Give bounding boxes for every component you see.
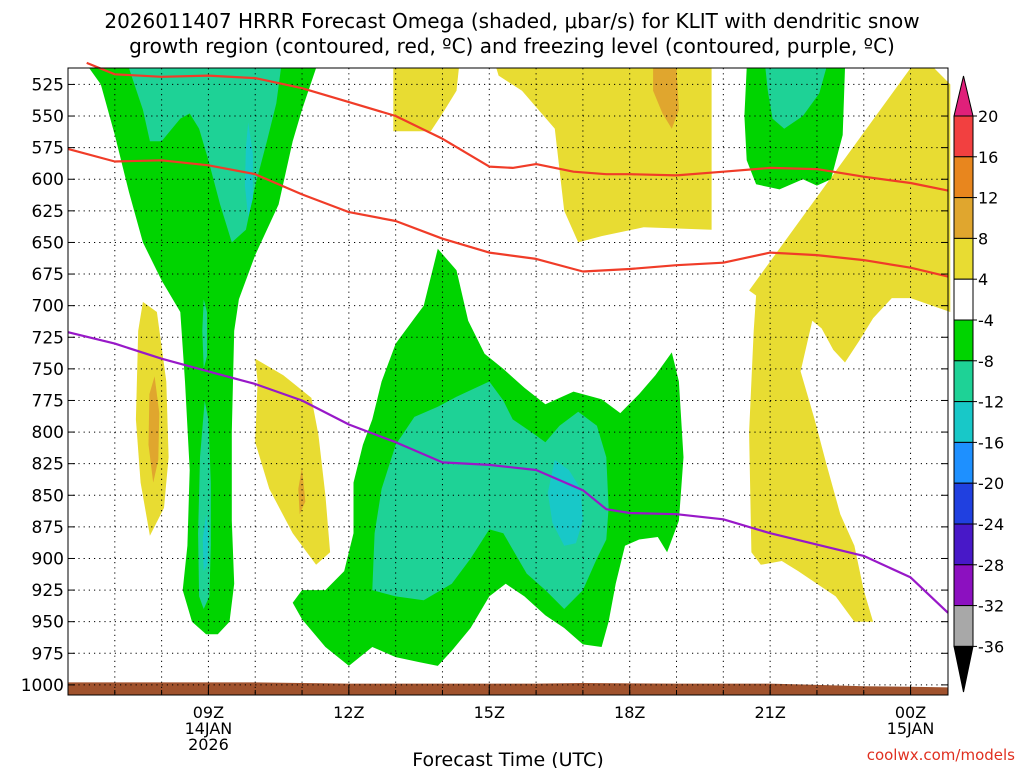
colorbar-max-arrow	[953, 75, 974, 117]
y-tick-label: 575	[32, 139, 64, 159]
pressure-axis: 525 550 575 600 625 650 675 700 725 750 775 800 825 8…	[21, 75, 948, 696]
omega-teal-tiny-mid	[202, 299, 207, 369]
colorbar-label: 4	[978, 270, 988, 289]
omega-orange-mid-tiny	[298, 467, 306, 515]
colorbar-label: 8	[978, 229, 988, 248]
colorbar: 20 16 12 8 4 -4 -8 -12 -16 -20 -24 -28 -32 -36	[953, 75, 1004, 693]
omega-teal-top-right	[765, 68, 827, 129]
x-tick-label: 00Z	[895, 703, 926, 722]
dgz-upper-line	[86, 61, 949, 192]
y-tick-label: 950	[32, 613, 64, 633]
y-tick-label: 975	[32, 644, 64, 664]
omega-cyan-left-lower	[202, 514, 209, 572]
colorbar-min-arrow	[953, 645, 974, 693]
colorbar-bin	[953, 564, 974, 607]
omega-yellow-right	[749, 68, 951, 622]
colorbar-label: -20	[978, 474, 1004, 493]
x-tick-label: 14JAN	[185, 719, 233, 738]
x-tick-label: 18Z	[614, 703, 645, 722]
y-tick-label: 775	[32, 391, 64, 411]
contour-lines-layer	[67, 61, 949, 614]
colorbar-label: -12	[978, 393, 1004, 412]
colorbar-label: -16	[978, 433, 1004, 452]
colorbar-bin	[953, 360, 974, 403]
y-tick-label: 600	[32, 170, 64, 190]
colorbar-bin	[953, 482, 974, 525]
x-tick-label: 15Z	[474, 703, 505, 722]
colorbar-label: -32	[978, 597, 1004, 616]
y-tick-label: 525	[32, 75, 64, 95]
x-tick-label: 2026	[188, 735, 229, 754]
colorbar-bin	[953, 156, 974, 199]
dgz-lower-line	[67, 147, 949, 278]
omega-yellow-mid-small	[255, 358, 331, 565]
chart-title-line-1: 2026011407 HRRR Forecast Omega (shaded, …	[104, 9, 919, 33]
y-tick-label: 925	[32, 581, 64, 601]
ground	[68, 682, 948, 695]
omega-green-left-upper	[89, 68, 317, 635]
y-tick-label: 850	[32, 486, 64, 506]
site-credit: coolwx.com/models	[867, 746, 1015, 764]
chart-title-line-2: growth region (contoured, red, ºC) and f…	[129, 34, 895, 58]
x-tick-label: 21Z	[754, 703, 785, 722]
colorbar-label: -28	[978, 556, 1004, 575]
colorbar-label: -24	[978, 515, 1004, 534]
omega-yellow-top-center	[393, 68, 459, 132]
y-tick-label: 700	[32, 297, 64, 317]
omega-cyan-center	[547, 459, 583, 546]
gridlines	[68, 68, 948, 695]
x-tick-label: 09Z	[193, 703, 224, 722]
omega-teal-left	[128, 68, 281, 243]
y-tick-label: 1000	[21, 676, 64, 696]
colorbar-label: 20	[978, 107, 998, 126]
colorbar-label: -8	[978, 352, 994, 371]
y-tick-label: 750	[32, 360, 64, 380]
y-tick-label: 650	[32, 233, 64, 253]
colorbar-bin	[953, 441, 974, 484]
colorbar-label: 12	[978, 189, 998, 208]
colorbar-bin	[953, 197, 974, 239]
omega-shading-layer	[68, 68, 951, 695]
colorbar-bin	[953, 319, 974, 362]
colorbar-bin	[953, 605, 974, 647]
colorbar-bin	[953, 523, 974, 566]
x-axis-label: Forecast Time (UTC)	[412, 749, 603, 768]
colorbar-bin	[953, 115, 974, 158]
colorbar-bin	[953, 278, 974, 321]
colorbar-bin	[953, 237, 974, 280]
colorbar-label: 16	[978, 148, 998, 167]
y-tick-label: 825	[32, 455, 64, 475]
y-tick-label: 550	[32, 107, 64, 127]
y-tick-label: 675	[32, 265, 64, 285]
y-tick-label: 625	[32, 202, 64, 222]
x-tick-label: 15JAN	[887, 719, 935, 738]
colorbar-bin	[953, 401, 974, 443]
y-tick-label: 800	[32, 423, 64, 443]
freezing-level-line	[67, 331, 949, 614]
y-tick-label: 725	[32, 328, 64, 348]
omega-orange-upper	[653, 68, 679, 129]
y-tick-label: 875	[32, 518, 64, 538]
omega-yellow-upper-right	[496, 68, 712, 243]
omega-teal-center	[372, 381, 609, 609]
omega-cyan-left-upper	[244, 122, 253, 218]
colorbar-label: -36	[978, 637, 1004, 656]
plot-frame	[67, 67, 949, 696]
x-tick-label: 12Z	[333, 703, 364, 722]
omega-orange-left-small	[148, 376, 160, 483]
colorbar-label: -4	[978, 311, 994, 330]
y-tick-label: 900	[32, 549, 64, 569]
